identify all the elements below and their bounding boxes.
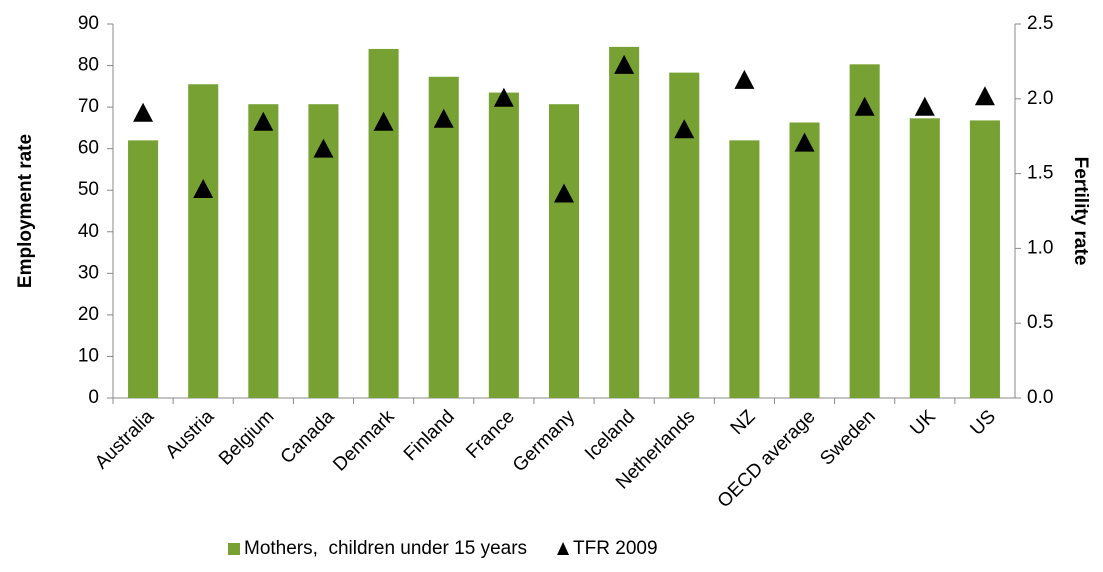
bar (729, 140, 760, 398)
y2-tick-label: 1.5 (1027, 163, 1053, 184)
y-tick-label: 80 (78, 55, 99, 76)
triangle-marker (133, 102, 154, 122)
triangle-marker (854, 96, 875, 116)
y2-tick-label: 1.0 (1027, 237, 1053, 258)
y-tick-label: 30 (78, 262, 99, 283)
x-tick-label: NZ (727, 406, 760, 439)
triangle-marker (914, 96, 935, 116)
y2-tick-label: 0.5 (1027, 312, 1053, 333)
triangle-marker (794, 132, 815, 152)
bar (128, 140, 159, 398)
triangle-marker (313, 138, 334, 158)
triangle-marker (554, 183, 574, 203)
y-tick-label: 70 (78, 96, 99, 117)
x-tick-label: US (966, 406, 1000, 440)
y-tick-label: 10 (78, 345, 99, 366)
legend-swatch (557, 542, 570, 555)
y-tick-label: 50 (78, 179, 99, 200)
triangle-marker (253, 111, 274, 131)
bar (789, 122, 820, 398)
bar (609, 46, 640, 398)
x-tick-label: Austria (162, 406, 219, 463)
bar (368, 48, 399, 398)
triangle-marker (493, 87, 514, 107)
y2-tick-label: 2.5 (1027, 13, 1053, 34)
bar (428, 76, 459, 398)
x-tick-label: Finland (400, 406, 459, 465)
x-tick-label: Denmark (329, 406, 399, 476)
x-tick-label: Germany (509, 406, 579, 476)
y2-tick-label: 0.0 (1027, 387, 1053, 408)
bar (188, 84, 219, 398)
triangle-marker (614, 54, 635, 74)
legend-label: TFR 2009 (573, 538, 657, 559)
y2-axis-title: Fertility rate (1070, 157, 1091, 266)
y-tick-label: 40 (78, 221, 99, 242)
triangle-marker (674, 119, 695, 139)
y-tick-label: 0 (88, 387, 99, 408)
bar (849, 64, 880, 398)
x-tick-label: Australia (91, 406, 158, 473)
triangle-marker (193, 179, 214, 199)
bar (248, 104, 279, 399)
triangle-marker (373, 111, 394, 131)
y2-tick-label: 2.0 (1027, 88, 1053, 109)
x-tick-label: UK (906, 406, 940, 440)
triangle-marker (433, 108, 454, 128)
bar (488, 92, 519, 399)
x-tick-label: Canada (277, 406, 339, 468)
legend-label: Mothers, children under 15 years (244, 538, 527, 559)
y-tick-label: 90 (78, 13, 99, 34)
legend-swatch (228, 543, 240, 555)
x-tick-label: Sweden (816, 406, 879, 469)
x-tick-label: France (462, 406, 519, 463)
triangle-marker (734, 69, 755, 89)
bar (548, 104, 580, 399)
y-tick-label: 60 (78, 138, 99, 159)
x-tick-label: Iceland (581, 406, 639, 464)
triangle-marker (974, 86, 995, 106)
y-tick-label: 20 (78, 304, 99, 325)
bar (969, 120, 1000, 399)
y-axis-title: Employment rate (15, 134, 36, 288)
x-tick-label: Belgium (215, 406, 278, 469)
bar (909, 118, 940, 398)
